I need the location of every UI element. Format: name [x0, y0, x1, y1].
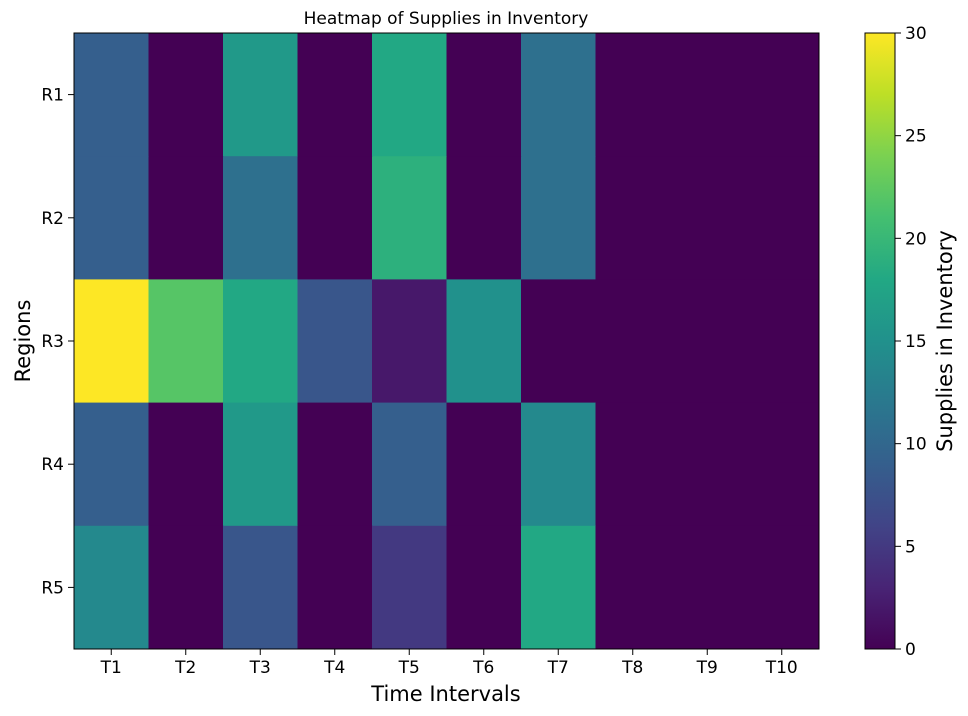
x-axis-label: Time Intervals [370, 682, 520, 706]
heatmap-cell-R3-T9 [670, 279, 745, 404]
heatmap-cell-R4-T10 [744, 402, 820, 527]
heatmap-cell-R1-T10 [744, 33, 820, 157]
heatmap-cell-R5-T5 [372, 525, 447, 650]
heatmap-cell-R1-T2 [148, 33, 224, 157]
colorbar-tick-label: 0 [905, 640, 916, 660]
colorbar-tick-label: 10 [905, 435, 927, 455]
heatmap-cell-R2-T10 [744, 156, 820, 280]
y-axis-ticks: R1 R2 R3 R4 R5 [41, 86, 74, 598]
colorbar [864, 32, 896, 650]
chart-title: Heatmap of Supplies in Inventory [304, 9, 589, 29]
heatmap-cell-R2-T2 [148, 156, 224, 280]
heatmap-cell-R2-T3 [223, 156, 298, 280]
heatmap-cell-R2-T9 [670, 156, 745, 280]
heatmap-cell-R4-T2 [148, 402, 224, 527]
heatmap-cell-R3-T4 [297, 279, 373, 404]
heatmap-cell-R2-T8 [595, 156, 671, 280]
heatmap-cell-R3-T6 [446, 279, 522, 404]
y-tick-label: R1 [41, 86, 64, 106]
heatmap-cell-R4-T5 [372, 402, 447, 527]
heatmap-cell-R5-T3 [223, 525, 298, 650]
colorbar-tick-label: 20 [905, 229, 927, 249]
heatmap-cell-R3-T7 [521, 279, 596, 404]
heatmap-cell-R5-T6 [446, 525, 522, 650]
heatmap-cell-R5-T9 [670, 525, 745, 650]
x-tick-label: T1 [100, 658, 122, 678]
heatmap-cell-R5-T4 [297, 525, 373, 650]
heatmap-cell-R3-T2 [148, 279, 224, 404]
heatmap-cell-R4-T7 [521, 402, 596, 527]
heatmap-cell-R5-T1 [74, 525, 149, 650]
x-tick-label: T10 [765, 658, 798, 678]
y-tick-label: R2 [41, 209, 64, 229]
heatmap-cell-R2-T6 [446, 156, 522, 280]
x-tick-label: T6 [472, 658, 494, 678]
y-tick-label: R3 [41, 332, 64, 352]
colorbar-tick-label: 25 [905, 127, 927, 147]
heatmap-cell-R1-T9 [670, 33, 745, 157]
x-tick-label: T4 [323, 658, 345, 678]
heatmap-cell-R2-T5 [372, 156, 447, 280]
heatmap-cell-R3-T8 [595, 279, 671, 404]
y-axis-label: Regions [11, 300, 35, 383]
heatmap-cell-R2-T1 [74, 156, 149, 280]
heatmap-cell-R4-T9 [670, 402, 745, 527]
heatmap-cell-R1-T5 [372, 33, 447, 157]
heatmap-cell-R1-T3 [223, 33, 298, 157]
heatmap-cell-R1-T4 [297, 33, 373, 157]
heatmap-cell-R4-T6 [446, 402, 522, 527]
colorbar-ticks: 0 5 10 15 20 25 30 [895, 24, 927, 660]
x-tick-label: T5 [398, 658, 420, 678]
heatmap-cell-R4-T3 [223, 402, 298, 527]
x-tick-label: T8 [621, 658, 643, 678]
y-tick-label: R4 [41, 455, 64, 475]
heatmap-cell-R4-T4 [297, 402, 373, 527]
x-tick-label: T3 [249, 658, 271, 678]
heatmap-cell-R1-T1 [74, 33, 149, 157]
heatmap-cell-R3-T1 [74, 279, 149, 404]
x-axis-ticks: T1 T2 T3 T4 T5 T6 T7 T8 T9 T10 [100, 649, 798, 678]
colorbar-tick-label: 5 [905, 537, 916, 557]
heatmap-cell-R2-T7 [521, 156, 596, 280]
heatmap-cell-R5-T8 [595, 525, 671, 650]
colorbar-label: Supplies in Inventory [933, 230, 957, 452]
heatmap-cell-R4-T1 [74, 402, 149, 527]
heatmap-cell-R3-T10 [744, 279, 820, 404]
heatmap-cell-R4-T8 [595, 402, 671, 527]
heatmap-cell-R1-T6 [446, 33, 522, 157]
heatmap-cell-R3-T3 [223, 279, 298, 404]
colorbar-tick-label: 30 [905, 24, 927, 44]
heatmap-cells [74, 33, 820, 650]
heatmap-cell-R5-T2 [148, 525, 224, 650]
heatmap-cell-R5-T10 [744, 525, 820, 650]
heatmap-cell-R1-T7 [521, 33, 596, 157]
x-tick-label: T9 [696, 658, 718, 678]
colorbar-tick-label: 15 [905, 332, 927, 352]
y-tick-label: R5 [41, 578, 64, 598]
heatmap-cell-R3-T5 [372, 279, 447, 404]
x-tick-label: T7 [547, 658, 569, 678]
heatmap-cell-R2-T4 [297, 156, 373, 280]
heatmap-cell-R5-T7 [521, 525, 596, 650]
x-tick-label: T2 [174, 658, 196, 678]
heatmap-cell-R1-T8 [595, 33, 671, 157]
